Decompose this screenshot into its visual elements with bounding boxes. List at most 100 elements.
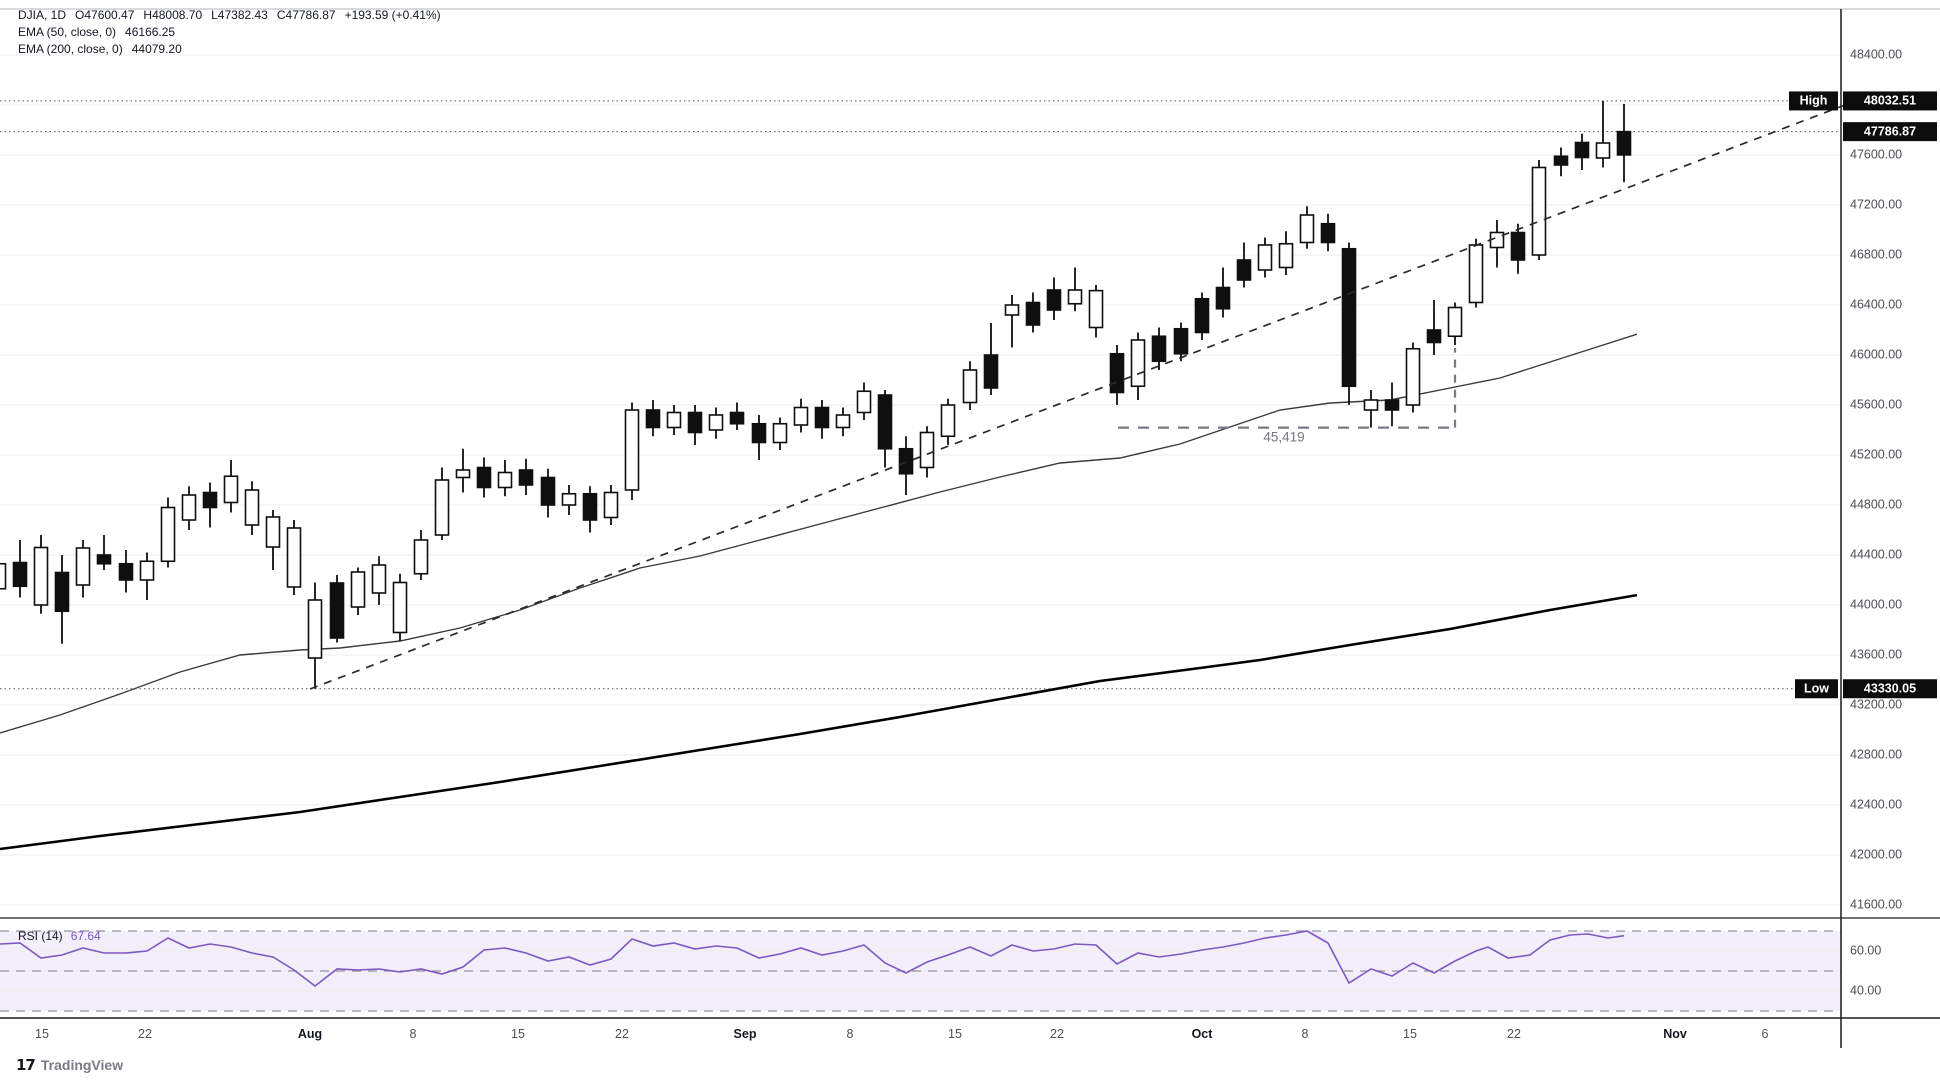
ema200-label: EMA (200, close, 0) bbox=[18, 42, 123, 56]
price-axis-label: 47200.00 bbox=[1850, 197, 1902, 211]
candle bbox=[1341, 247, 1357, 388]
high-label-badge[interactable]: High bbox=[1789, 91, 1838, 111]
candle bbox=[118, 562, 134, 581]
time-axis-label: 22 bbox=[1507, 1027, 1521, 1041]
time-axis-label: 22 bbox=[138, 1027, 152, 1041]
price-axis-label: 47600.00 bbox=[1850, 147, 1902, 161]
candle bbox=[983, 354, 999, 389]
candle bbox=[962, 369, 978, 404]
ohlc-close: C47786.87 bbox=[276, 8, 336, 22]
candle bbox=[729, 411, 745, 425]
candle bbox=[940, 404, 956, 438]
candle bbox=[898, 447, 914, 475]
time-axis-label: 22 bbox=[615, 1027, 629, 1041]
candle bbox=[540, 476, 556, 506]
candle bbox=[1299, 214, 1315, 244]
candle bbox=[1025, 301, 1041, 326]
time-axis-label: Oct bbox=[1192, 1027, 1214, 1041]
time-axis-label: 8 bbox=[1302, 1027, 1309, 1041]
candle bbox=[919, 431, 935, 469]
candle bbox=[1384, 399, 1400, 411]
candle bbox=[877, 394, 893, 450]
time-axis-label: 15 bbox=[35, 1027, 49, 1041]
pane-borders[interactable] bbox=[0, 8, 1940, 1048]
candle bbox=[1067, 289, 1083, 305]
rsi-legend-row[interactable]: RSI (14) 67.64 bbox=[18, 929, 101, 943]
candle bbox=[751, 422, 767, 444]
price-axis-label: 43600.00 bbox=[1850, 647, 1902, 661]
tradingview-logo[interactable]: 17 TradingView bbox=[16, 1056, 123, 1074]
price-axis-label: 42800.00 bbox=[1850, 747, 1902, 761]
candle bbox=[54, 571, 70, 613]
low-label-badge[interactable]: Low bbox=[1795, 679, 1838, 699]
candle bbox=[814, 406, 830, 429]
rsi-axis-label: 60.00 bbox=[1850, 943, 1881, 957]
last-price-badge[interactable]: 47786.87 bbox=[1843, 122, 1937, 142]
candle bbox=[1109, 352, 1125, 394]
candle bbox=[96, 554, 112, 565]
svg-text:High: High bbox=[1800, 94, 1828, 108]
candle bbox=[202, 491, 218, 509]
candle bbox=[772, 422, 788, 444]
candle bbox=[265, 516, 281, 548]
candle bbox=[223, 475, 239, 504]
ohlc-low: L47382.43 bbox=[211, 8, 268, 22]
rsi-label: RSI (14) bbox=[18, 929, 63, 943]
candle bbox=[1257, 244, 1273, 271]
price-axis-label: 48400.00 bbox=[1850, 47, 1902, 61]
candle bbox=[476, 466, 492, 489]
price-axis-label: 41600.00 bbox=[1850, 897, 1902, 911]
low-price-badge[interactable]: 43330.05 bbox=[1843, 679, 1937, 699]
chart-legend: DJIA, 1D O47600.47 H48008.70 L47382.43 C4778… bbox=[18, 7, 450, 58]
time-axis-label: 15 bbox=[511, 1027, 525, 1041]
price-axis[interactable]: 48400.00 47600.00 47200.00 46800.00 46400.00… bbox=[1850, 47, 1902, 997]
candle bbox=[1531, 166, 1547, 256]
price-gridlines[interactable] bbox=[0, 54, 1841, 906]
ema200-legend-row[interactable]: EMA (200, close, 0) 44079.20 bbox=[18, 41, 450, 57]
rsi-axis-label: 40.00 bbox=[1850, 983, 1881, 997]
price-axis-label: 45600.00 bbox=[1850, 397, 1902, 411]
rsi-line bbox=[0, 930, 1625, 988]
price-axis-label: 44000.00 bbox=[1850, 597, 1902, 611]
candle bbox=[1510, 231, 1526, 261]
candles-layer[interactable] bbox=[0, 100, 1632, 689]
candle bbox=[1405, 347, 1421, 406]
candle bbox=[413, 539, 429, 575]
price-axis-label: 46000.00 bbox=[1850, 347, 1902, 361]
candle bbox=[666, 411, 682, 429]
candle bbox=[1426, 329, 1442, 344]
candle bbox=[1363, 399, 1379, 411]
symbol-name[interactable]: DJIA, 1D bbox=[18, 8, 67, 22]
price-marker-lines[interactable] bbox=[0, 100, 1841, 690]
candle bbox=[139, 560, 155, 581]
ohlc-open: O47600.47 bbox=[75, 8, 135, 22]
candle bbox=[1215, 286, 1231, 310]
price-axis-label: 42400.00 bbox=[1850, 797, 1902, 811]
ema50-legend-row[interactable]: EMA (50, close, 0) 46166.25 bbox=[18, 24, 450, 40]
time-axis-label: 15 bbox=[1403, 1027, 1417, 1041]
svg-text:47786.87: 47786.87 bbox=[1864, 124, 1916, 138]
candle bbox=[1173, 327, 1189, 355]
candle bbox=[371, 564, 387, 594]
tradingview-mark-icon: 17 bbox=[16, 1056, 36, 1074]
candle bbox=[793, 406, 809, 426]
support-level[interactable]: 45,419 bbox=[1118, 348, 1457, 444]
trendline[interactable] bbox=[309, 104, 1846, 690]
candle bbox=[603, 491, 619, 519]
price-axis-label: 46400.00 bbox=[1850, 297, 1902, 311]
ohlc-high: H48008.70 bbox=[143, 8, 203, 22]
high-price-badge[interactable]: 48032.51 bbox=[1843, 91, 1937, 111]
candle bbox=[1130, 339, 1146, 388]
price-axis-label: 46800.00 bbox=[1850, 247, 1902, 261]
time-axis[interactable]: 15 22 Aug 8 15 22 Sep 8 15 22 Oct 8 15 22 Nov 6 bbox=[35, 1027, 1768, 1041]
candle bbox=[1595, 142, 1611, 159]
candle bbox=[582, 492, 598, 521]
rsi-level-lines[interactable] bbox=[0, 930, 1841, 1012]
price-axis-label: 42000.00 bbox=[1850, 847, 1902, 861]
support-level-label: 45,419 bbox=[1263, 429, 1304, 444]
candle bbox=[645, 409, 661, 429]
symbol-legend-row[interactable]: DJIA, 1D O47600.47 H48008.70 L47382.43 C4778… bbox=[18, 7, 450, 23]
candle bbox=[497, 471, 513, 489]
